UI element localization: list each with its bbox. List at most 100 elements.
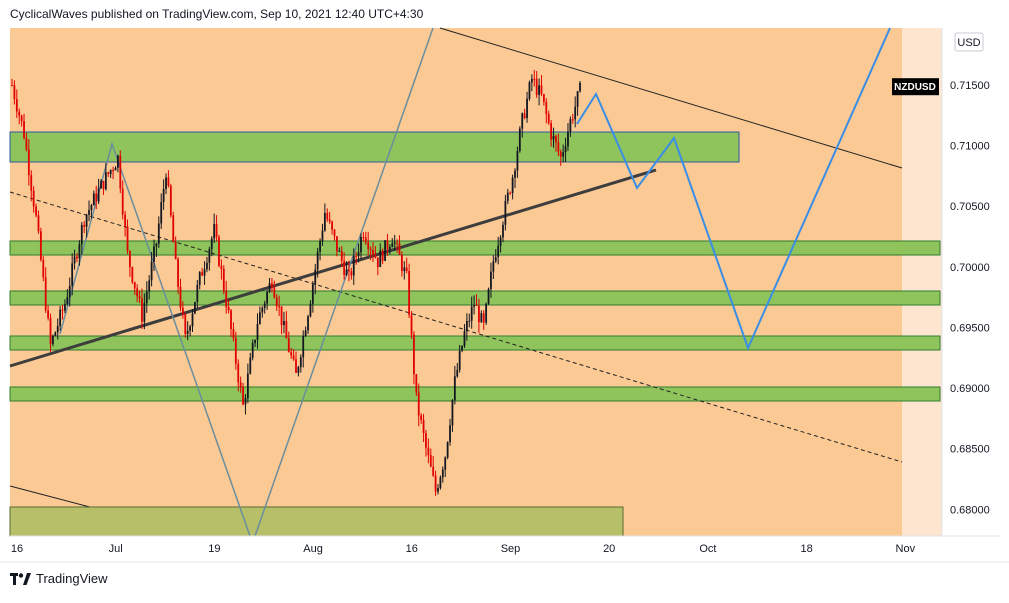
candle-body bbox=[461, 345, 463, 351]
candle-body bbox=[71, 263, 74, 286]
y-tick-label: 0.69500 bbox=[950, 322, 990, 334]
candle-body bbox=[44, 277, 47, 311]
candle-body bbox=[473, 304, 476, 307]
symbol-badge-label: NZDUSD bbox=[894, 82, 936, 93]
candle-body bbox=[490, 271, 492, 290]
candle-body bbox=[307, 316, 309, 331]
candle-body bbox=[437, 488, 439, 492]
candle-body bbox=[417, 392, 420, 416]
candle-body bbox=[47, 310, 50, 318]
candle-body bbox=[326, 212, 329, 220]
candle-body bbox=[321, 230, 324, 242]
y-tick-label: 0.70000 bbox=[950, 262, 990, 274]
candle-body bbox=[73, 256, 76, 264]
candle-body bbox=[83, 224, 86, 227]
candle-body bbox=[323, 212, 326, 231]
price-axis-area[interactable] bbox=[942, 28, 1009, 536]
candle-body bbox=[234, 337, 237, 364]
candle-body bbox=[386, 240, 389, 250]
candle-body bbox=[112, 170, 114, 172]
candle-body bbox=[271, 283, 273, 288]
candle-body bbox=[220, 265, 223, 270]
candle-body bbox=[138, 296, 141, 299]
candle-body bbox=[521, 113, 524, 129]
candle-body bbox=[52, 335, 54, 344]
candle-body bbox=[191, 313, 194, 327]
candle-body bbox=[328, 219, 331, 222]
candle-body bbox=[97, 188, 100, 202]
candle-body bbox=[559, 151, 562, 157]
candle-body bbox=[61, 309, 64, 311]
candle-body bbox=[37, 215, 40, 232]
channel-line-rising bbox=[254, 27, 434, 537]
candle-body bbox=[516, 151, 519, 171]
y-tick-label: 0.71500 bbox=[950, 80, 990, 92]
candle-body bbox=[184, 314, 187, 334]
candle-body bbox=[333, 229, 336, 237]
time-axis-area[interactable] bbox=[10, 537, 942, 562]
candle-body bbox=[422, 420, 425, 434]
candle-body bbox=[160, 201, 163, 224]
candle-body bbox=[362, 237, 365, 239]
candle-body bbox=[345, 269, 348, 276]
candle-body bbox=[429, 455, 432, 467]
candle-body bbox=[504, 200, 507, 225]
x-tick-label: Oct bbox=[699, 543, 716, 555]
candle-body bbox=[297, 367, 300, 373]
candle-body bbox=[150, 261, 153, 281]
candle-body bbox=[439, 477, 442, 489]
candle-body bbox=[487, 289, 490, 304]
candle-body bbox=[54, 332, 57, 336]
candle-body bbox=[287, 338, 290, 352]
candle-body bbox=[20, 115, 23, 122]
candle-body bbox=[129, 251, 131, 268]
candle-body bbox=[157, 223, 160, 244]
candle-body bbox=[432, 466, 435, 476]
candle-body bbox=[95, 193, 98, 202]
candle-body bbox=[485, 303, 488, 323]
x-tick-label: Sep bbox=[501, 543, 521, 555]
candle-body bbox=[85, 214, 88, 227]
candle-body bbox=[148, 280, 151, 292]
candle-body bbox=[451, 400, 454, 426]
candle-body bbox=[526, 98, 528, 119]
candle-body bbox=[396, 242, 398, 244]
candle-body bbox=[27, 149, 30, 176]
candles-group bbox=[11, 70, 581, 496]
candle-body bbox=[415, 374, 418, 393]
candle-body bbox=[30, 175, 33, 191]
candle-body bbox=[239, 382, 242, 387]
currency-box[interactable] bbox=[954, 32, 984, 52]
candle-body bbox=[453, 376, 456, 401]
candle-body bbox=[506, 192, 509, 201]
candle-body bbox=[268, 283, 271, 292]
candle-body bbox=[56, 325, 59, 333]
candle-body bbox=[80, 224, 83, 245]
y-tick-label: 0.69000 bbox=[950, 383, 990, 395]
candle-body bbox=[179, 286, 182, 308]
footer-branding[interactable]: TradingView bbox=[10, 571, 108, 586]
candle-body bbox=[194, 302, 196, 314]
candle-body bbox=[59, 309, 62, 326]
candle-body bbox=[576, 91, 579, 107]
candle-body bbox=[388, 247, 391, 250]
candle-body bbox=[290, 351, 293, 356]
candle-body bbox=[165, 177, 167, 189]
candle-body bbox=[579, 82, 581, 92]
candle-body bbox=[458, 350, 461, 370]
candle-body bbox=[398, 243, 401, 255]
candle-body bbox=[336, 236, 338, 252]
candle-body bbox=[145, 291, 148, 304]
candle-body bbox=[475, 304, 478, 306]
candle-body bbox=[350, 271, 353, 276]
candle-body bbox=[227, 306, 230, 311]
candle-body bbox=[119, 155, 122, 189]
tradingview-brand-text: TradingView bbox=[36, 571, 108, 586]
candle-body bbox=[126, 226, 129, 252]
candle-body bbox=[237, 363, 240, 383]
candle-body bbox=[203, 269, 206, 276]
candle-body bbox=[343, 260, 346, 276]
candle-body bbox=[357, 252, 360, 257]
